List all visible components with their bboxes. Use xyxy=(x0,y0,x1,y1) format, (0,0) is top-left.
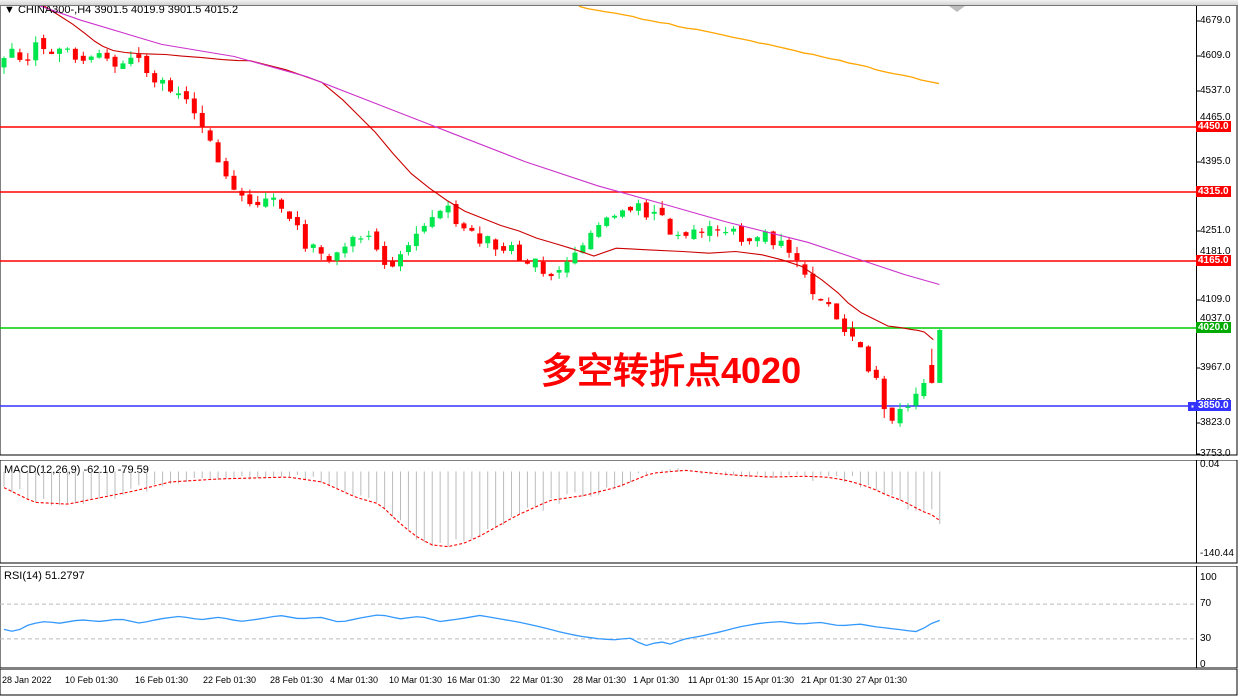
svg-text:MACD(12,26,9) -62.10 -79.59: MACD(12,26,9) -62.10 -79.59 xyxy=(4,464,149,476)
svg-text:RSI(14) 51.2797: RSI(14) 51.2797 xyxy=(4,570,85,582)
svg-text:多空转折点4020: 多空转折点4020 xyxy=(541,350,801,391)
